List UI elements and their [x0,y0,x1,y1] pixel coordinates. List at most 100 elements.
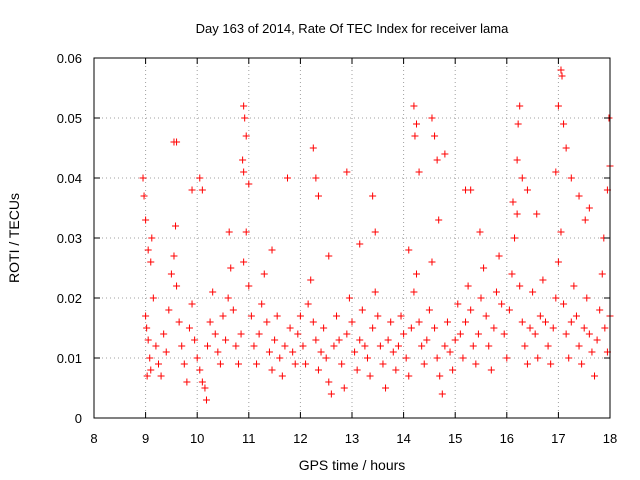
data-point [165,306,173,314]
data-point [142,312,150,320]
data-point [147,366,155,374]
data-point [557,228,565,236]
data-point [511,234,519,242]
data-point [508,270,516,278]
data-point [529,288,537,296]
data-point [255,330,263,338]
data-point [260,270,268,278]
data-point [225,228,233,236]
data-point [175,318,183,326]
data-point [209,288,217,296]
x-axis-label: GPS time / hours [299,457,406,473]
data-point [366,372,374,380]
data-point [191,336,199,344]
data-point [358,306,366,314]
data-point [405,246,413,254]
data-point [560,120,568,128]
data-point [482,312,490,320]
data-point [245,180,253,188]
data-point [505,306,513,314]
data-point [523,186,531,194]
y-tick-label: 0.04 [57,171,82,186]
data-point [575,192,583,200]
data-point [167,270,175,278]
data-point [294,330,302,338]
data-point [253,360,261,368]
x-tick-label: 16 [500,431,514,446]
data-point [232,342,240,350]
data-point [523,360,531,368]
data-point [456,330,464,338]
data-point [312,336,320,344]
data-point [487,366,495,374]
data-point [188,300,196,308]
data-point [211,330,219,338]
data-point [312,174,320,182]
data-point [196,174,204,182]
data-point [147,258,155,266]
data-point [335,336,343,344]
data-point [516,282,524,290]
data-point [415,318,423,326]
data-point [554,258,562,266]
data-point [240,168,248,176]
data-point [467,186,475,194]
y-tick-label: 0.05 [57,111,82,126]
data-point [480,264,488,272]
data-point [411,132,419,140]
data-point [552,294,560,302]
x-tick-label: 15 [448,431,462,446]
data-point [552,168,560,176]
data-point [247,312,255,320]
data-point [180,360,188,368]
data-point [343,330,351,338]
data-point [268,366,276,374]
data-point [518,318,526,326]
data-point [353,366,361,374]
data-point [514,120,522,128]
data-point [214,348,222,356]
tick-labels: 8 9 10 11 12 13 14 15 16 17 18 0 0.01 0.02 0.03 0.04 0.0… [57,51,618,446]
data-point [431,324,439,332]
data-point [410,288,418,296]
data-point [420,360,428,368]
data-point [596,306,604,314]
data-point [183,378,191,386]
data-point [242,228,250,236]
data-point [234,360,242,368]
x-tick-label: 10 [190,431,204,446]
data-point [425,306,433,314]
data-point [356,336,364,344]
data-point [384,336,392,344]
data-point [371,288,379,296]
data-point [206,318,214,326]
data-point [578,360,586,368]
data-point [436,372,444,380]
data-point [284,174,291,182]
data-point [402,354,410,362]
data-point [379,360,387,368]
data-point [567,174,575,182]
data-point [467,306,475,314]
data-point [268,246,276,254]
data-point [476,228,484,236]
data-point [314,366,322,374]
data-point [250,342,258,350]
data-point [196,366,204,374]
x-tick-label: 8 [90,431,97,446]
data-point [509,198,517,206]
data-point [542,318,549,326]
data-point [454,300,462,308]
data-point [389,348,397,356]
data-point [544,342,552,350]
data-point [278,372,286,380]
data-point [580,324,588,332]
data-point [146,354,154,362]
data-point [533,210,541,218]
data-point [451,336,459,344]
data-point [413,270,420,278]
data-point [498,300,506,308]
x-tick-label: 17 [551,431,565,446]
data-point [149,294,157,302]
data-point [549,324,557,332]
